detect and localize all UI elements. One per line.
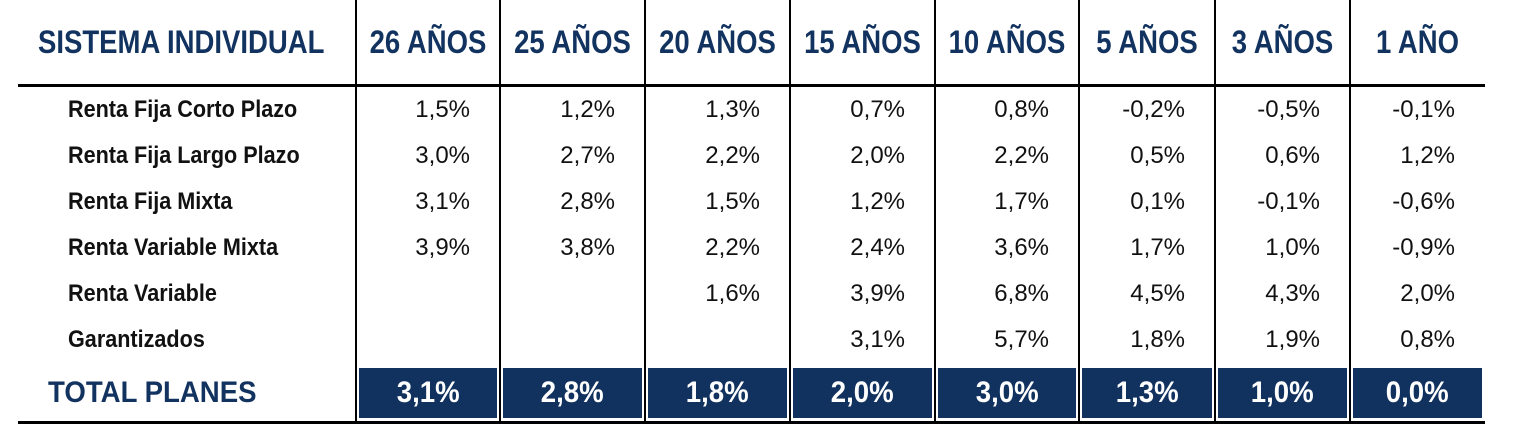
value-cell: 3,8% <box>560 234 615 261</box>
column-divider <box>789 0 791 422</box>
column-divider <box>1078 0 1080 422</box>
value-cell: 3,0% <box>415 142 470 169</box>
total-value-box: 3,0% <box>938 368 1076 418</box>
value-cell: 2,4% <box>850 234 905 261</box>
value-cell: 2,2% <box>705 142 760 169</box>
value-cell: -0,1% <box>1257 188 1320 215</box>
value-cell: 1,7% <box>1130 234 1185 261</box>
value-cell: 4,3% <box>1265 280 1320 307</box>
value-cell: 3,9% <box>850 280 905 307</box>
column-header: 5 AÑOS <box>1096 23 1198 60</box>
total-value-box: 1,3% <box>1082 368 1212 418</box>
row-label: Renta Fija Mixta <box>68 188 233 215</box>
value-cell: 1,2% <box>850 188 905 215</box>
value-cell: -0,5% <box>1257 96 1320 123</box>
column-divider <box>644 0 646 422</box>
value-cell: -0,6% <box>1392 188 1455 215</box>
value-cell: 1,7% <box>994 188 1049 215</box>
value-cell: 1,2% <box>560 96 615 123</box>
value-cell: -0,2% <box>1122 96 1185 123</box>
value-cell: 1,8% <box>1130 326 1185 353</box>
value-cell: 0,7% <box>850 96 905 123</box>
column-header: 15 AÑOS <box>804 23 921 60</box>
table-title: SISTEMA INDIVIDUAL <box>38 23 325 60</box>
row-label: Renta Variable <box>68 280 217 307</box>
value-cell: 1,5% <box>705 188 760 215</box>
column-divider <box>355 0 357 422</box>
row-label: Renta Variable Mixta <box>68 234 279 261</box>
value-cell: 2,0% <box>850 142 905 169</box>
bottom-rule <box>18 421 1485 424</box>
value-cell: 3,1% <box>415 188 470 215</box>
value-cell: 3,9% <box>415 234 470 261</box>
value-cell: 2,0% <box>1400 280 1455 307</box>
row-label: Renta Fija Largo Plazo <box>68 142 300 169</box>
value-cell: 0,5% <box>1130 142 1185 169</box>
value-cell: 2,2% <box>994 142 1049 169</box>
total-value-box: 1,8% <box>648 368 787 418</box>
value-cell <box>360 272 470 316</box>
value-cell: 0,8% <box>1400 326 1455 353</box>
value-cell: 1,2% <box>1400 142 1455 169</box>
value-cell: 2,7% <box>560 142 615 169</box>
value-cell: -0,9% <box>1392 234 1455 261</box>
value-cell: 0,6% <box>1265 142 1320 169</box>
total-value: 2,0% <box>831 376 894 409</box>
total-value: 3,1% <box>396 376 460 409</box>
column-header: 3 AÑOS <box>1231 23 1334 60</box>
total-value-box: 0,0% <box>1353 368 1482 418</box>
value-cell: 1,3% <box>705 96 760 123</box>
value-cell: 1,9% <box>1265 326 1320 353</box>
value-cell: 2,8% <box>560 188 615 215</box>
column-header: 20 AÑOS <box>659 23 776 60</box>
value-cell <box>360 318 470 362</box>
total-label: TOTAL PLANES <box>48 376 257 409</box>
value-cell: 0,1% <box>1130 188 1185 215</box>
value-cell: -0,1% <box>1392 96 1455 123</box>
total-value: 3,0% <box>975 376 1039 409</box>
total-value: 1,3% <box>1115 376 1179 409</box>
value-cell <box>649 318 760 362</box>
column-header: 1 AÑO <box>1375 23 1460 60</box>
value-cell: 1,6% <box>705 280 760 307</box>
row-label: Renta Fija Corto Plazo <box>68 96 298 123</box>
total-value-box: 2,8% <box>503 368 642 418</box>
column-divider <box>499 0 501 422</box>
column-header: 10 AÑOS <box>948 23 1066 60</box>
total-value: 1,0% <box>1251 376 1314 409</box>
value-cell: 0,8% <box>994 96 1049 123</box>
total-value-box: 1,0% <box>1218 368 1347 418</box>
value-cell: 2,2% <box>705 234 760 261</box>
column-divider <box>1349 0 1351 422</box>
value-cell: 6,8% <box>994 280 1049 307</box>
row-label: Garantizados <box>68 326 205 353</box>
total-value-box: 3,1% <box>359 368 497 418</box>
value-cell: 4,5% <box>1130 280 1185 307</box>
value-cell: 3,6% <box>994 234 1049 261</box>
column-header: 26 AÑOS <box>369 23 487 60</box>
total-value: 2,8% <box>541 376 604 409</box>
total-value: 0,0% <box>1386 376 1449 409</box>
total-value-box: 2,0% <box>793 368 932 418</box>
header-rule <box>18 84 1485 87</box>
value-cell <box>504 272 615 316</box>
value-cell: 3,1% <box>850 326 905 353</box>
value-cell: 1,5% <box>415 96 470 123</box>
value-cell: 1,0% <box>1265 234 1320 261</box>
value-cell <box>504 318 615 362</box>
column-divider <box>1214 0 1216 422</box>
total-value: 1,8% <box>686 376 749 409</box>
column-header: 25 AÑOS <box>514 23 631 60</box>
value-cell: 5,7% <box>994 326 1049 353</box>
column-divider <box>934 0 936 422</box>
